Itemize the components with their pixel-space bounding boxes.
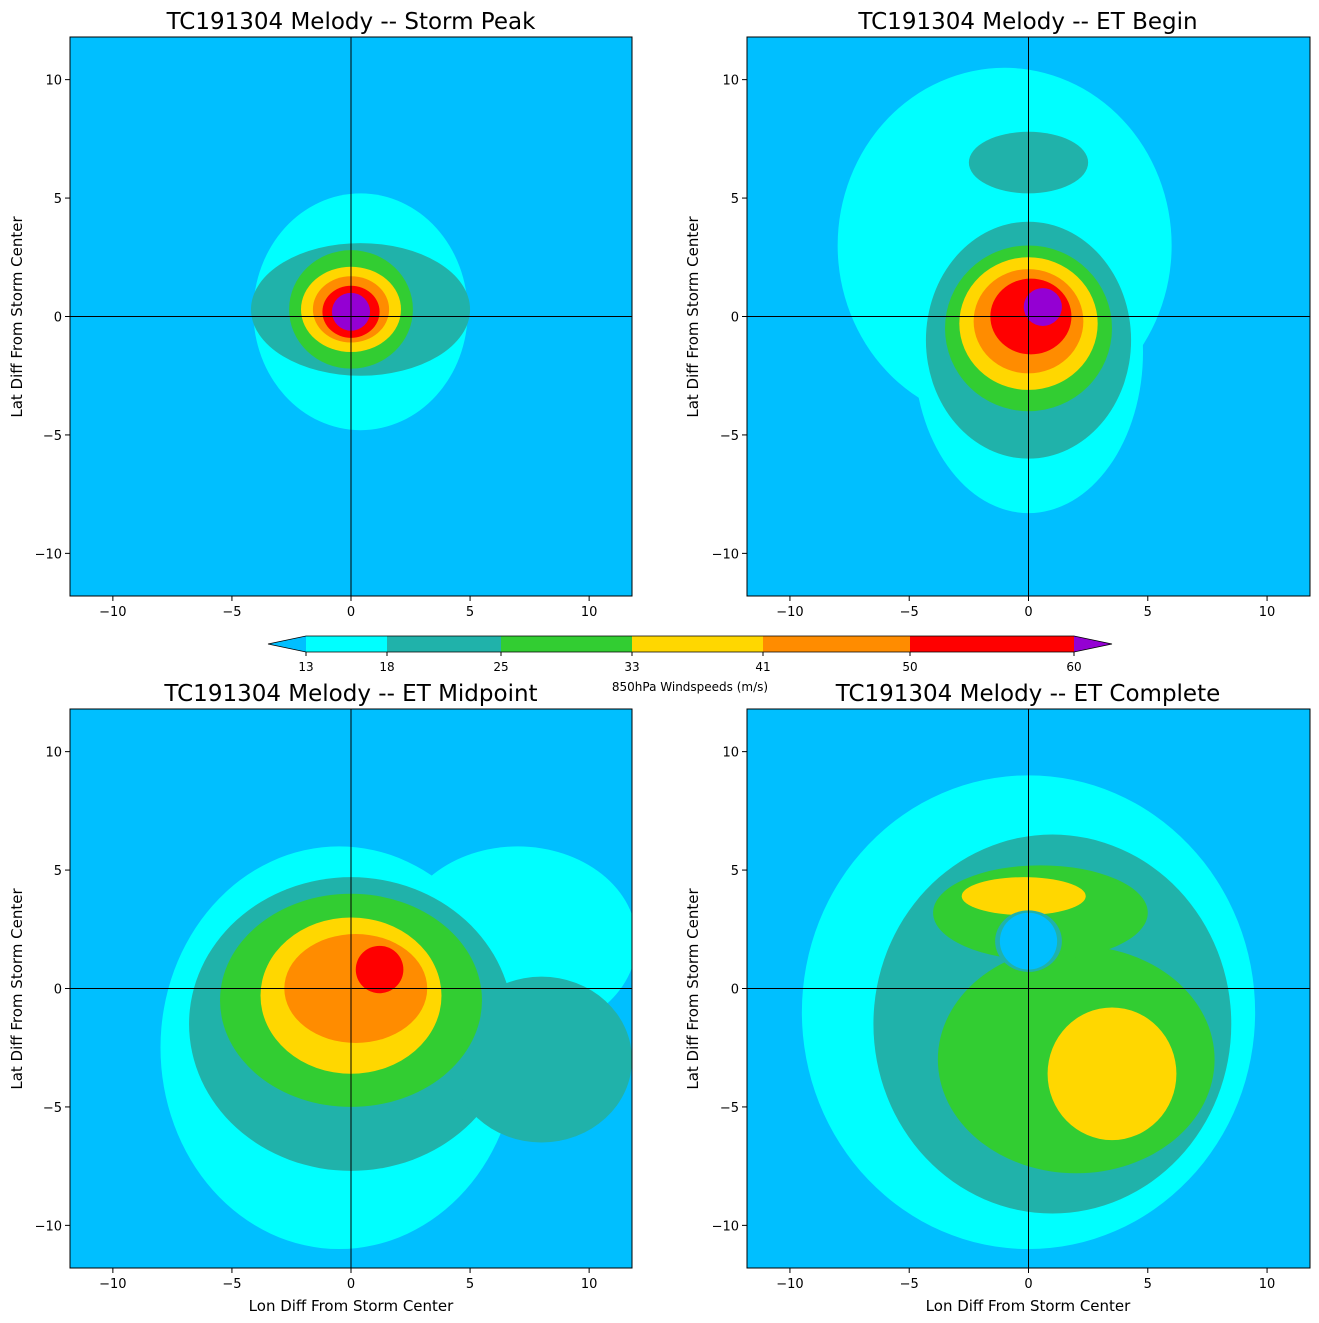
wind-contour-33	[961, 877, 1086, 916]
y-tick-label: 0	[731, 983, 739, 998]
y-tick-label: −10	[712, 547, 739, 562]
y-tick-label: 5	[54, 192, 62, 207]
colorbar-tick-label: 25	[493, 660, 508, 674]
y-axis-label: Lat Diff From Storm Center	[684, 216, 702, 418]
y-tick-label: 5	[54, 864, 62, 879]
wind-contour-33	[1047, 1007, 1177, 1141]
colorbar-tick-label: 33	[624, 660, 639, 674]
colorbar-tick-label: 50	[902, 660, 917, 674]
x-tick-label: 5	[466, 605, 474, 620]
plot-area: −10 −5 0 5 10 −10 −5 0 5 10	[712, 708, 1311, 1292]
colorbar-extend-low	[268, 636, 306, 652]
y-tick-label: 0	[54, 983, 62, 998]
x-tick-label: −5	[222, 1277, 241, 1292]
wind-contour-18	[451, 976, 632, 1143]
x-tick-label: 0	[1024, 605, 1032, 620]
x-tick-label: 10	[1259, 1277, 1276, 1292]
panel-title: TC191304 Melody -- ET Complete	[835, 681, 1221, 707]
y-tick-label: 0	[731, 311, 739, 326]
colorbar-band	[632, 636, 763, 652]
y-tick-label: 0	[54, 311, 62, 326]
colorbar-tick-label: 60	[1066, 660, 1081, 674]
x-tick-label: −5	[900, 605, 919, 620]
y-tick-label: 10	[722, 74, 739, 89]
panel-et-midpoint: TC191304 Melody -- ET Midpoint −10 −5 0 5 10…	[8, 681, 633, 1315]
colorbar-band	[387, 636, 501, 652]
x-tick-label: −5	[222, 605, 241, 620]
wind-contour-60	[1023, 288, 1062, 326]
x-tick-label: 0	[347, 605, 355, 620]
y-tick-label: −10	[35, 1219, 62, 1234]
plot-area: −10 −5 0 5 10 −10 −5 0 5 10	[712, 36, 1311, 620]
x-tick-label: 0	[347, 1277, 355, 1292]
y-tick-label: −5	[43, 1101, 62, 1116]
y-axis-label: Lat Diff From Storm Center	[8, 888, 26, 1090]
x-axis-label: Lon Diff From Storm Center	[926, 1297, 1131, 1315]
panel-title: TC191304 Melody -- ET Begin	[857, 9, 1197, 35]
colorbar-band	[306, 636, 387, 652]
y-tick-label: −5	[720, 1101, 739, 1116]
panel-title: TC191304 Melody -- ET Midpoint	[163, 681, 537, 707]
y-tick-label: 5	[731, 192, 739, 207]
x-tick-label: −10	[99, 1277, 126, 1292]
x-tick-label: 5	[466, 1277, 474, 1292]
y-axis-label: Lat Diff From Storm Center	[8, 216, 26, 418]
x-tick-label: −10	[776, 605, 803, 620]
plot-area: −10 −5 0 5 10 −10 −5 0 5 10	[35, 708, 633, 1292]
panel-et-complete: TC191304 Melody -- ET Complete −10 −5 0 5 10…	[684, 681, 1311, 1315]
x-tick-label: −5	[900, 1277, 919, 1292]
y-tick-label: −5	[43, 429, 62, 444]
x-tick-label: 5	[1144, 605, 1152, 620]
y-tick-label: 10	[45, 74, 62, 89]
y-tick-label: −5	[720, 429, 739, 444]
plot-area: −10 −5 0 5 10 −10 −5 0 5 10	[35, 36, 633, 620]
y-tick-label: 10	[722, 746, 739, 761]
panel-title: TC191304 Melody -- Storm Peak	[166, 9, 537, 35]
y-tick-label: 10	[45, 746, 62, 761]
x-axis-label: Lon Diff From Storm Center	[249, 1297, 454, 1315]
y-axis-label: Lat Diff From Storm Center	[684, 888, 702, 1090]
colorbar-tick-label: 41	[755, 660, 770, 674]
colorbar-tick-label: 13	[298, 660, 313, 674]
x-tick-label: 10	[1259, 605, 1276, 620]
y-tick-label: −10	[712, 1219, 739, 1234]
x-tick-label: 5	[1144, 1277, 1152, 1292]
x-tick-label: 10	[581, 1277, 598, 1292]
panel-storm-peak: TC191304 Melody -- Storm Peak −10 −5 0 5 10−…	[8, 9, 633, 620]
y-tick-label: −10	[35, 547, 62, 562]
colorbar-extend-high	[1074, 636, 1112, 652]
x-tick-label: 0	[1024, 1277, 1032, 1292]
colorbar-label: 850hPa Windspeeds (m/s)	[612, 680, 768, 694]
colorbar-band	[501, 636, 632, 652]
panel-et-begin: TC191304 Melody -- ET Begin −10 −5 0 5 10−10…	[684, 9, 1311, 620]
x-tick-label: 10	[581, 605, 598, 620]
x-tick-label: −10	[99, 605, 126, 620]
colorbar-band	[763, 636, 910, 652]
colorbar-band	[910, 636, 1074, 652]
colorbar: 13 18 25 33 41 50 60	[267, 635, 1113, 674]
y-tick-label: 5	[731, 864, 739, 879]
x-tick-label: −10	[776, 1277, 803, 1292]
colorbar-tick-label: 18	[379, 660, 394, 674]
wind-contour-50	[355, 945, 404, 994]
